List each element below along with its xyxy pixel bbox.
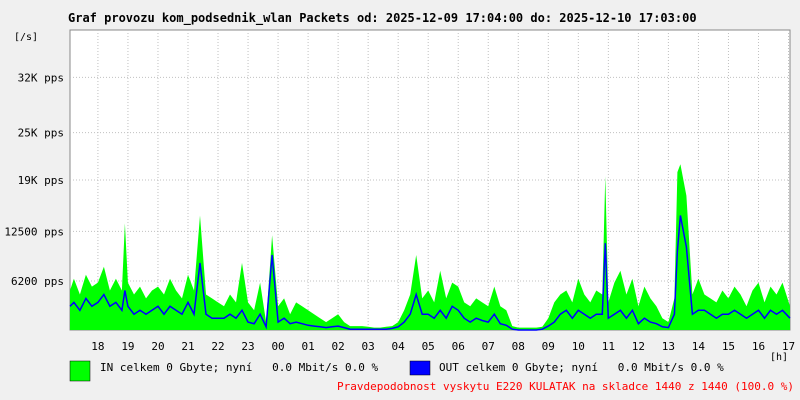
legend-out-label: OUT celkem 0 Gbyte; nyní 0.0 Mbit/s 0.0 …: [439, 361, 724, 374]
x-tick-label: 21: [181, 340, 194, 353]
chart-title: Graf provozu kom_podsednik_wlan Packets …: [68, 11, 697, 26]
x-tick-label: 10: [572, 340, 585, 353]
x-tick-label: 08: [512, 340, 525, 353]
x-tick-label: 09: [542, 340, 555, 353]
y-tick-label: 25K pps: [18, 127, 64, 140]
y-tick-label: 6200 pps: [11, 275, 64, 288]
legend-in-swatch: [69, 360, 91, 382]
series-out-line: [69, 215, 791, 331]
x-tick-label: 02: [331, 340, 344, 353]
x-tick-label: 20: [151, 340, 164, 353]
x-tick-label: 14: [692, 340, 706, 353]
series-layer: [69, 164, 791, 331]
x-tick-label: 03: [362, 340, 375, 353]
x-tick-label: 22: [211, 340, 224, 353]
y-tick-label: 12500 pps: [4, 225, 64, 238]
x-tick-labels: 18 19 20 21 22 23 00 01 02 03 04 05 06 07 08 09 10 11 12 13…: [91, 340, 795, 353]
x-tick-label: 11: [602, 340, 615, 353]
x-tick-label: 18: [91, 340, 104, 353]
x-tick-label: 12: [632, 340, 645, 353]
x-tick-label: 04: [392, 340, 406, 353]
x-tick-label: 19: [121, 340, 134, 353]
x-tick-label: 01: [301, 340, 314, 353]
grid-lines: [70, 30, 790, 330]
x-tick-label: 15: [722, 340, 735, 353]
x-tick-label: 16: [752, 340, 765, 353]
x-tick-label: 07: [482, 340, 495, 353]
y-tick-label: 19K pps: [18, 174, 64, 187]
y-tick-label: 32K pps: [18, 71, 64, 84]
legend-in-label: IN celkem 0 Gbyte; nyní 0.0 Mbit/s 0.0 %: [100, 361, 379, 374]
x-tick-label: 00: [271, 340, 284, 353]
x-tick-label: 05: [422, 340, 435, 353]
series-in-area: [70, 164, 790, 330]
y-tick-labels: 6200 pps 12500 pps 19K pps 25K pps 32K pps: [4, 71, 64, 288]
x-tick-label: 13: [662, 340, 675, 353]
x-axis-label: [h]: [770, 352, 788, 363]
legend-out-swatch: [409, 360, 431, 376]
x-tick-label: 23: [241, 340, 254, 353]
probability-footer: Pravdepodobnost vyskytu E220 KULATAK na …: [337, 380, 794, 393]
x-tick-label: 17: [782, 340, 795, 353]
y-axis-label: [/s]: [14, 32, 38, 43]
x-tick-label: 06: [452, 340, 465, 353]
